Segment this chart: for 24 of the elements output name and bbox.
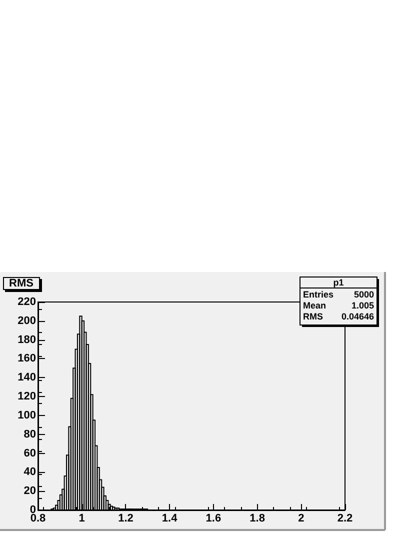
x-tick-label: 1.8 [250,512,265,524]
x-tick-label: 0.8 [30,512,46,524]
y-tick-label: 220 [18,296,36,308]
x-tick-label: 1.2 [118,512,134,524]
y-tick-label: 20 [24,485,36,498]
y-tick-label: 40 [24,466,36,478]
y-tick-label: 200 [18,314,36,327]
y-tick-label: 180 [18,334,36,346]
y-tick-label: 120 [18,390,36,403]
x-tick-label: 1.4 [162,512,178,524]
y-tick-label: 140 [18,372,36,384]
y-tick-label: 160 [18,352,36,365]
y-tick-label: 80 [24,428,36,440]
text: Mean 1.005 [303,300,374,310]
text: RMS 0.04646 [303,312,374,322]
y-tick-label: 60 [24,447,36,460]
x-tick-label: 1 [78,512,85,524]
x-tick-label: 2 [298,512,304,524]
text: Entries 5000 [303,290,374,300]
x-tick-label: 2.2 [337,512,353,524]
text: p1 [333,278,344,288]
x-tick-label: 1.6 [206,512,222,524]
y-tick-label: 100 [18,409,36,422]
chart-title: RMS [9,278,34,290]
